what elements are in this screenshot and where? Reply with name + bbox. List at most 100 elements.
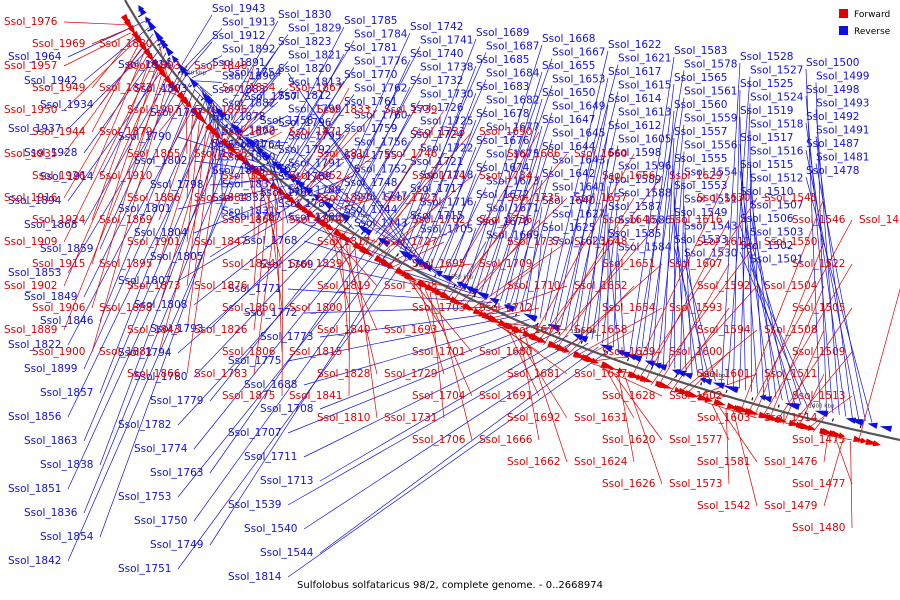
reverse-gene-connector bbox=[355, 113, 411, 222]
forward-gene-label: Ssol_1852 bbox=[289, 170, 342, 182]
reverse-gene-label: Ssol_1539 bbox=[228, 499, 281, 511]
forward-gene-label: Ssol_1577 bbox=[669, 434, 722, 446]
reverse-gene-connector bbox=[575, 131, 609, 334]
forward-gene-connector bbox=[295, 131, 350, 208]
reverse-gene-label: Ssol_1644 bbox=[542, 141, 596, 153]
reverse-gene-connector bbox=[274, 26, 345, 162]
reverse-gene-label: Ssol_1765 bbox=[244, 163, 297, 175]
reverse-gene-label: Ssol_1585 bbox=[608, 228, 661, 240]
forward-gene-connector bbox=[383, 219, 473, 267]
forward-gene-label: Ssol_1850 bbox=[222, 302, 275, 314]
reverse-gene-connector bbox=[181, 14, 213, 66]
reverse-gene-arrow bbox=[654, 364, 668, 371]
reverse-gene-label: Ssol_1787 bbox=[278, 198, 331, 210]
forward-gene-connector bbox=[725, 408, 730, 485]
gene-label-layer: Ssol_1943Ssol_1913Ssol_1912Ssol_1892Ssol… bbox=[4, 3, 900, 583]
forward-gene-connector bbox=[419, 286, 445, 375]
reverse-gene-label: Ssol_1750 bbox=[134, 515, 187, 527]
reverse-gene-label: Ssol_1689 bbox=[476, 27, 529, 39]
reverse-gene-label: Ssol_1500 bbox=[806, 57, 859, 69]
legend-forward-swatch bbox=[839, 9, 848, 18]
reverse-gene-label: Ssol_1770 bbox=[344, 69, 397, 81]
reverse-gene-label: Ssol_1501 bbox=[750, 254, 803, 266]
forward-gene-connector bbox=[644, 219, 730, 383]
reverse-gene-label: Ssol_1642 bbox=[542, 168, 595, 180]
forward-gene-label: Ssol_1815 bbox=[289, 346, 342, 358]
reverse-gene-arrow bbox=[553, 325, 561, 332]
reverse-gene-connector bbox=[319, 310, 511, 338]
reverse-gene-label: Ssol_1964 bbox=[8, 51, 62, 63]
forward-gene-label: Ssol_1819 bbox=[317, 280, 370, 292]
forward-gene-label: Ssol_1872 bbox=[99, 82, 152, 94]
forward-gene-connector bbox=[158, 109, 190, 177]
forward-gene-connector bbox=[440, 131, 540, 298]
forward-gene-arrow bbox=[214, 132, 222, 139]
forward-gene-label: Ssol_1889 bbox=[4, 324, 57, 336]
feature-mark bbox=[200, 97, 204, 101]
forward-gene-label: Ssol_1601 bbox=[697, 368, 750, 380]
forward-gene-connector bbox=[468, 241, 568, 312]
forward-gene-arrow bbox=[686, 390, 700, 398]
reverse-gene-connector bbox=[375, 181, 421, 235]
reverse-gene-label: Ssol_1614 bbox=[608, 93, 662, 105]
reverse-gene-label: Ssol_1675 bbox=[486, 149, 539, 161]
forward-gene-label: Ssol_1603 bbox=[697, 412, 750, 424]
forward-gene-connector bbox=[834, 437, 853, 485]
reverse-gene-label: Ssol_1725 bbox=[420, 116, 473, 128]
forward-gene-arrow bbox=[171, 85, 180, 94]
reverse-gene-connector bbox=[347, 86, 411, 217]
reverse-gene-connector bbox=[629, 56, 675, 354]
forward-gene-label: Ssol_1817 bbox=[317, 236, 370, 248]
forward-gene-connector bbox=[513, 332, 568, 419]
forward-gene-label: Ssol_1901 bbox=[127, 236, 180, 248]
forward-gene-label: Ssol_1957 bbox=[4, 60, 57, 72]
forward-gene-label: Ssol_1511 bbox=[764, 368, 817, 380]
reverse-gene-label: Ssol_1892 bbox=[222, 44, 275, 56]
reverse-gene-arrow bbox=[192, 81, 199, 88]
reverse-gene-label: Ssol_1878 bbox=[212, 111, 265, 123]
reverse-gene-label: Ssol_1831 bbox=[222, 206, 275, 218]
forward-gene-connector bbox=[158, 117, 197, 221]
reverse-gene-label: Ssol_1743 bbox=[354, 218, 407, 230]
reverse-gene-connector bbox=[343, 73, 421, 214]
reverse-gene-connector bbox=[509, 166, 553, 306]
reverse-gene-label: Ssol_1708 bbox=[260, 403, 313, 415]
forward-gene-label: Ssol_1616 bbox=[669, 214, 723, 226]
forward-gene-label: Ssol_1648 bbox=[574, 236, 627, 248]
forward-gene-label: Ssol_1704 bbox=[412, 390, 466, 402]
reverse-gene-connector bbox=[295, 107, 345, 179]
forward-gene-label: Ssol_1545 bbox=[764, 192, 817, 204]
feature-mark bbox=[280, 173, 284, 177]
reverse-gene-label: Ssol_1790 bbox=[118, 131, 171, 143]
reverse-gene-label: Ssol_1645 bbox=[552, 128, 605, 140]
reverse-gene-connector bbox=[651, 110, 675, 362]
forward-gene-arrow bbox=[135, 36, 144, 47]
reverse-gene-label: Ssol_1676 bbox=[476, 135, 530, 147]
forward-gene-label: Ssol_1733 bbox=[412, 126, 465, 138]
forward-gene-connector bbox=[91, 44, 139, 133]
reverse-gene-connector bbox=[335, 46, 421, 209]
reverse-gene-label: Ssol_1766 bbox=[260, 187, 314, 199]
forward-gene-label: Ssol_1620 bbox=[602, 434, 655, 446]
forward-gene-connector bbox=[299, 153, 378, 211]
reverse-gene-connector bbox=[466, 44, 543, 286]
reverse-gene-connector bbox=[209, 238, 375, 474]
reverse-gene-label: Ssol_1883 bbox=[212, 84, 265, 96]
feature-mark bbox=[603, 349, 606, 353]
forward-gene-label: Ssol_1896 bbox=[194, 104, 248, 116]
reverse-gene-connector bbox=[646, 97, 685, 360]
forward-gene-connector bbox=[246, 166, 255, 199]
forward-gene-label: Ssol_1728 bbox=[384, 280, 437, 292]
reverse-gene-connector bbox=[815, 136, 853, 418]
forward-gene-label: Ssol_1840 bbox=[317, 324, 370, 336]
forward-gene-label: Ssol_1800 bbox=[289, 302, 342, 314]
reverse-gene-label: Ssol_1814 bbox=[228, 571, 282, 583]
reverse-gene-label: Ssol_1751 bbox=[118, 563, 171, 575]
reverse-gene-connector bbox=[476, 71, 543, 290]
forward-gene-label: Ssol_1824 bbox=[222, 258, 276, 270]
forward-gene-connector bbox=[258, 177, 283, 265]
forward-gene-label: Ssol_1858 bbox=[99, 302, 152, 314]
forward-gene-connector bbox=[567, 285, 635, 355]
forward-gene-arrow bbox=[159, 69, 168, 80]
